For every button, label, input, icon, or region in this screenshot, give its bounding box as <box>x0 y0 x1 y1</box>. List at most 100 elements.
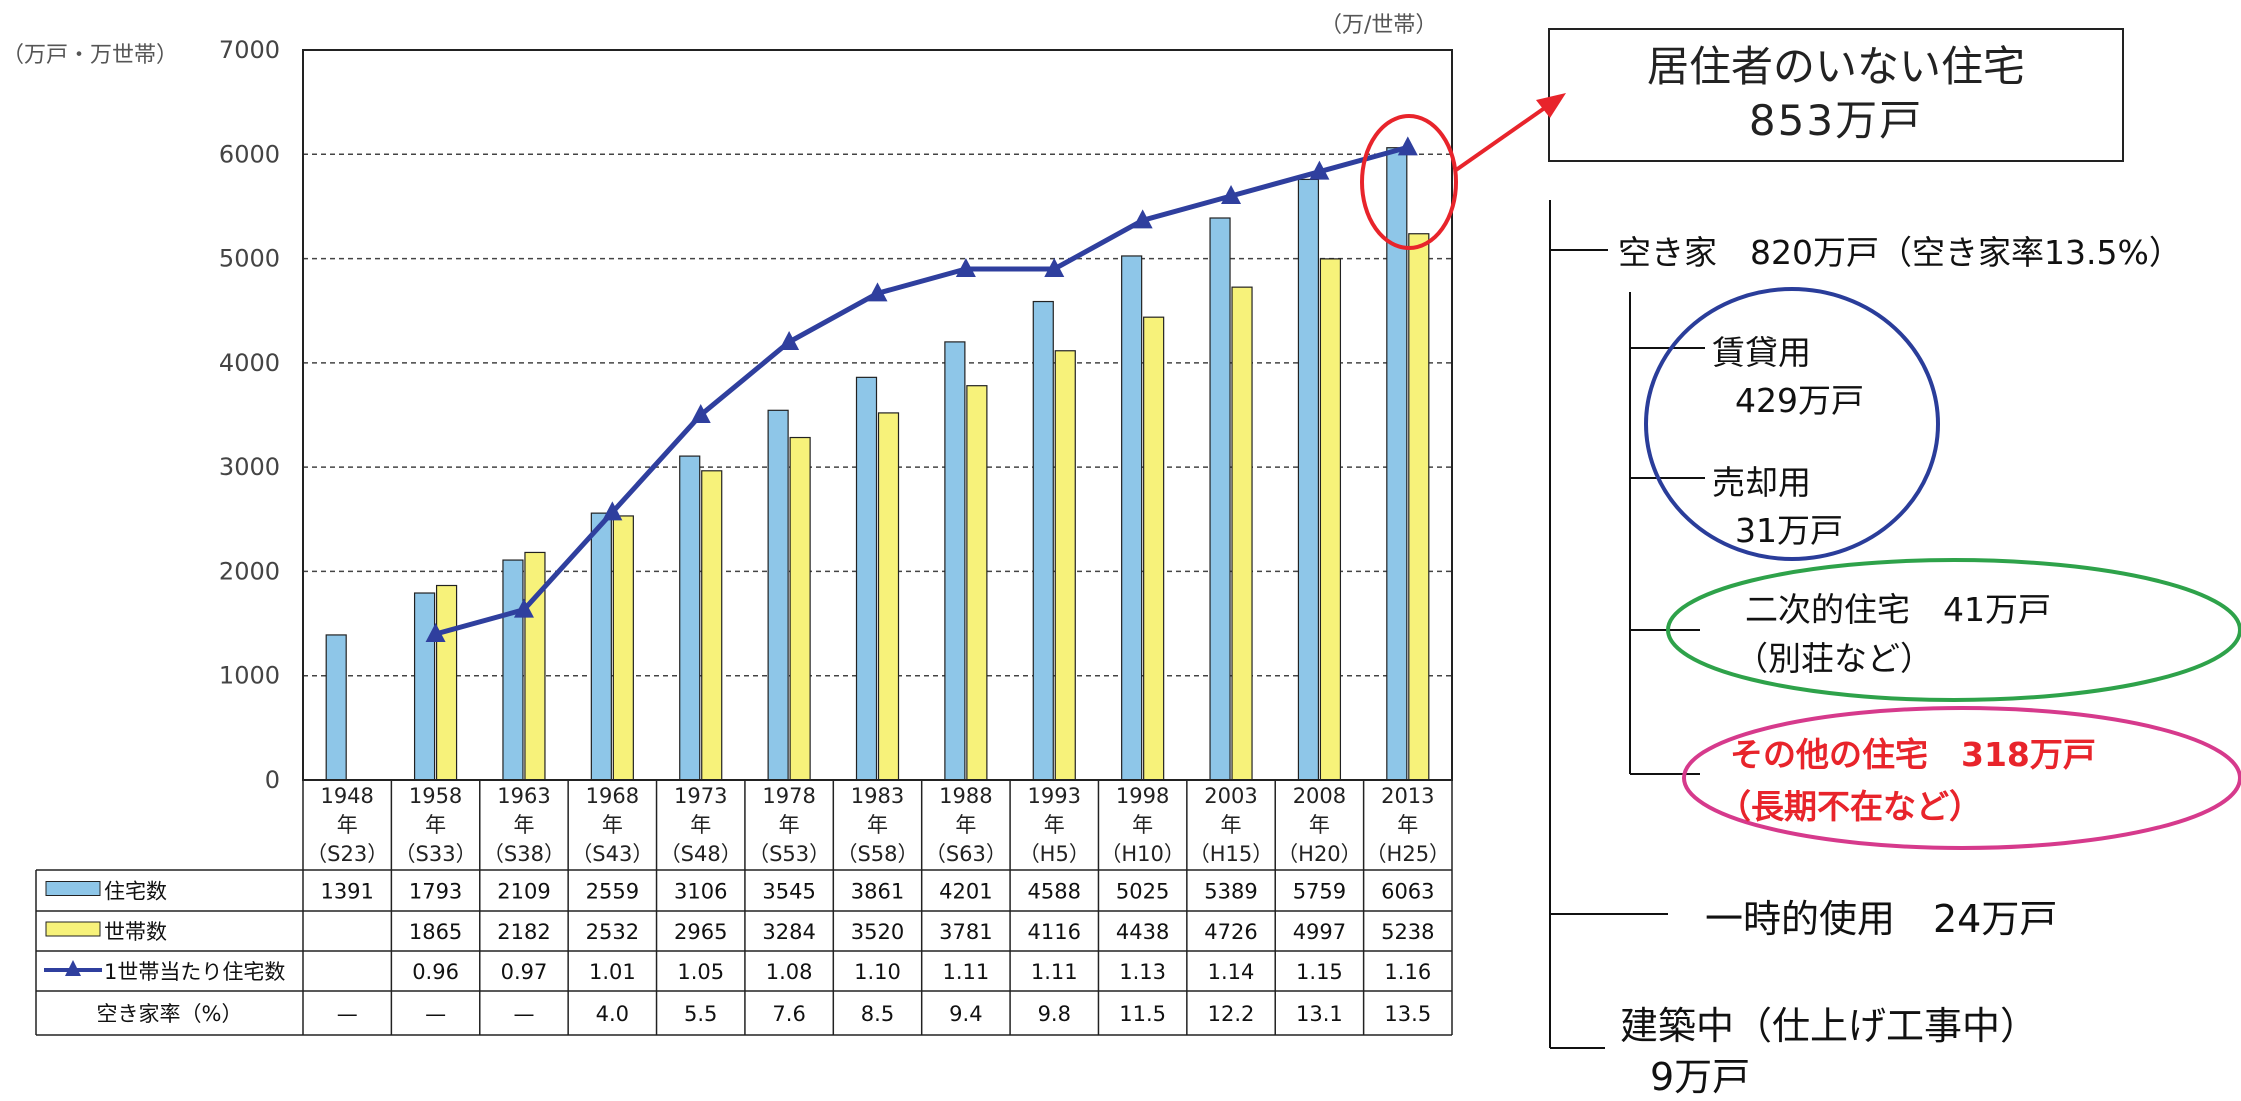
table-cell: 6063 <box>1381 880 1434 904</box>
table-cell: 1.11 <box>1031 960 1078 984</box>
table-cell: 4726 <box>1204 920 1257 944</box>
x-tick-year: 1958 <box>409 784 462 808</box>
ratio-marker <box>1044 258 1065 277</box>
y-tick-label: 3000 <box>219 453 280 481</box>
axes: 010002000300040005000600070000.900.951.0… <box>2 13 1453 794</box>
table-cell: 1.08 <box>766 960 813 984</box>
plot-frame <box>302 49 1453 781</box>
y-tick-label: 0 <box>265 766 280 794</box>
table-cell: 7.6 <box>772 1002 805 1026</box>
table-cell: 5025 <box>1116 880 1169 904</box>
rental-label: 賃貸用 <box>1712 333 1811 372</box>
x-tick-era: （H20） <box>1277 842 1362 866</box>
x-tick-era: （S48） <box>660 842 742 866</box>
table-cell: 3861 <box>851 880 904 904</box>
x-tick-era: （S43） <box>571 842 653 866</box>
legend-swatch-households <box>45 921 101 937</box>
table-cell: 2182 <box>497 920 550 944</box>
x-tick-year: 2013 <box>1381 784 1434 808</box>
x-tick-nen: 年 <box>1397 813 1418 837</box>
table-cell: 3106 <box>674 880 727 904</box>
ratio-marker <box>1221 185 1242 204</box>
table-cell: 3545 <box>762 880 815 904</box>
table-cell: 1865 <box>409 920 462 944</box>
table-cell: 3781 <box>939 920 992 944</box>
y-axis-unit: （万戸・万世帯） <box>2 43 178 68</box>
x-tick-era: （H5） <box>1019 842 1090 866</box>
ratio-marker <box>1397 136 1418 156</box>
ratio-marker <box>602 501 623 521</box>
ratio-marker <box>513 598 534 618</box>
table-cell: 1.15 <box>1296 960 1343 984</box>
table-cell: 2532 <box>586 920 639 944</box>
ratio-marker <box>955 258 976 277</box>
table-cell: 1.16 <box>1384 960 1431 984</box>
table-cell: 5238 <box>1381 920 1434 944</box>
x-tick-era: （S33） <box>395 842 477 866</box>
construction-label: 建築中（仕上げ工事中） <box>1620 1004 2039 1048</box>
x-tick-nen: 年 <box>1309 813 1330 837</box>
table-row-label: 住宅数 <box>104 880 167 904</box>
x-tick-year: 1988 <box>939 784 992 808</box>
temporary-label: 一時的使用 24万戸 <box>1705 897 2058 941</box>
x-tick-year: 2003 <box>1204 784 1257 808</box>
sale-value: 31万戸 <box>1735 511 1843 550</box>
blue-ellipse <box>1644 287 1940 561</box>
ratio-marker <box>1309 160 1330 180</box>
table-cell: 1.05 <box>677 960 724 984</box>
table-cell: 1.14 <box>1208 960 1255 984</box>
table-cell: 3284 <box>762 920 815 944</box>
ratio-marker <box>425 623 446 642</box>
ratio-marker <box>1132 209 1153 229</box>
vacant-label: 空き家 820万戸（空き家率13.5%） <box>1618 233 2182 272</box>
x-tick-nen: 年 <box>779 813 800 837</box>
table-cell: 4997 <box>1293 920 1346 944</box>
table-cell: 1.10 <box>854 960 901 984</box>
x-tick-nen: 年 <box>867 813 888 837</box>
callout-arrow <box>1454 98 1558 172</box>
table-cell: 0.97 <box>501 960 548 984</box>
grid-lines <box>303 153 1452 677</box>
rental-value: 429万戸 <box>1735 381 1864 420</box>
legend-marker-ratio <box>65 960 81 976</box>
x-tick-nen: 年 <box>425 813 446 837</box>
sale-label: 売却用 <box>1712 463 1811 502</box>
x-tick-era: （S63） <box>925 842 1007 866</box>
other-note: （長期不在など） <box>1718 787 1982 826</box>
table-cell: 5389 <box>1204 880 1257 904</box>
x-tick-nen: 年 <box>1044 813 1065 837</box>
table-cell: — <box>337 1002 358 1026</box>
table-cell: 1.13 <box>1119 960 1166 984</box>
table-cell: 2109 <box>497 880 550 904</box>
table-cell: 8.5 <box>861 1002 894 1026</box>
table-cell: 4201 <box>939 880 992 904</box>
y-tick-label: 2000 <box>219 557 280 585</box>
x-tick-year: 1968 <box>586 784 639 808</box>
x-tick-era: （S58） <box>836 842 918 866</box>
x-tick-year: 1963 <box>497 784 550 808</box>
table-cell: 1.11 <box>943 960 990 984</box>
x-tick-era: （S53） <box>748 842 830 866</box>
table-cell: 13.5 <box>1384 1002 1431 1026</box>
callout-line2: 853万戸 <box>1748 96 1924 145</box>
callout-line1: 居住者のいない住宅 <box>1646 42 2025 91</box>
x-tick-nen: 年 <box>513 813 534 837</box>
x-tick-year: 1993 <box>1028 784 1081 808</box>
table-row-label: 世帯数 <box>104 920 167 944</box>
table-cell: 1391 <box>320 880 373 904</box>
secondary-note: （別荘など） <box>1735 639 1933 678</box>
housing-chart: 010002000300040005000600070000.900.951.0… <box>2 13 1453 1036</box>
x-tick-nen: 年 <box>337 813 358 837</box>
ratio-marker <box>867 282 888 302</box>
callout-box: 居住者のいない住宅 853万戸 <box>1548 28 2124 162</box>
table-cell: 2965 <box>674 920 727 944</box>
table-cell: 12.2 <box>1208 1002 1255 1026</box>
green-ellipse <box>1666 558 2241 702</box>
x-tick-year: 2008 <box>1293 784 1346 808</box>
table-cell: 5759 <box>1293 880 1346 904</box>
magenta-ellipse <box>1682 706 2241 850</box>
table-cell: 3520 <box>851 920 904 944</box>
table-row-label: 空き家率（%） <box>97 1002 243 1026</box>
table-cell: 4.0 <box>596 1002 629 1026</box>
table-cell: — <box>425 1002 446 1026</box>
